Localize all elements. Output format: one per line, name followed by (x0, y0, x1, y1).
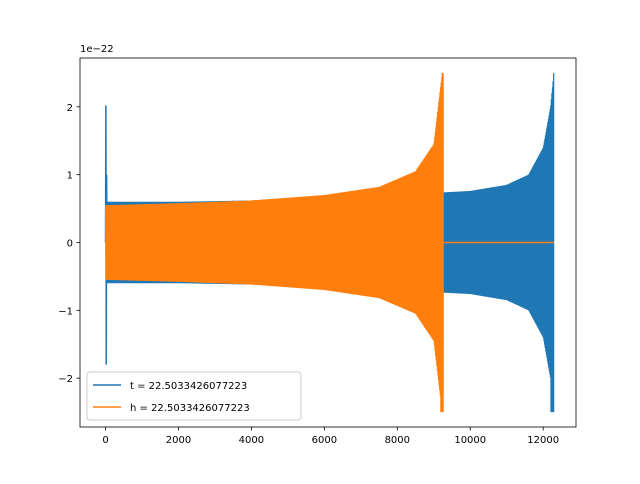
legend-label: t = 22.5033426077223 (130, 381, 247, 392)
x-tick-label: 4000 (239, 435, 264, 446)
x-tick-label: 0 (102, 435, 108, 446)
y-tick-label: −1 (58, 306, 73, 317)
x-tick-label: 2000 (166, 435, 191, 446)
y-tick-label: 1 (67, 171, 73, 182)
legend-box (86, 371, 302, 421)
y-tick-label: 2 (67, 103, 73, 114)
x-tick-label: 12000 (527, 435, 559, 446)
series-h (105, 72, 554, 413)
y-offset-label: 1e−22 (80, 44, 114, 55)
y-tick-label: 0 (67, 239, 73, 250)
legend-label: h = 22.5033426077223 (130, 403, 250, 414)
x-tick-label: 10000 (454, 435, 486, 446)
series-line (105, 72, 444, 413)
y-tick-label: −2 (58, 374, 73, 385)
x-tick-label: 8000 (385, 435, 410, 446)
x-tick-label: 6000 (312, 435, 337, 446)
